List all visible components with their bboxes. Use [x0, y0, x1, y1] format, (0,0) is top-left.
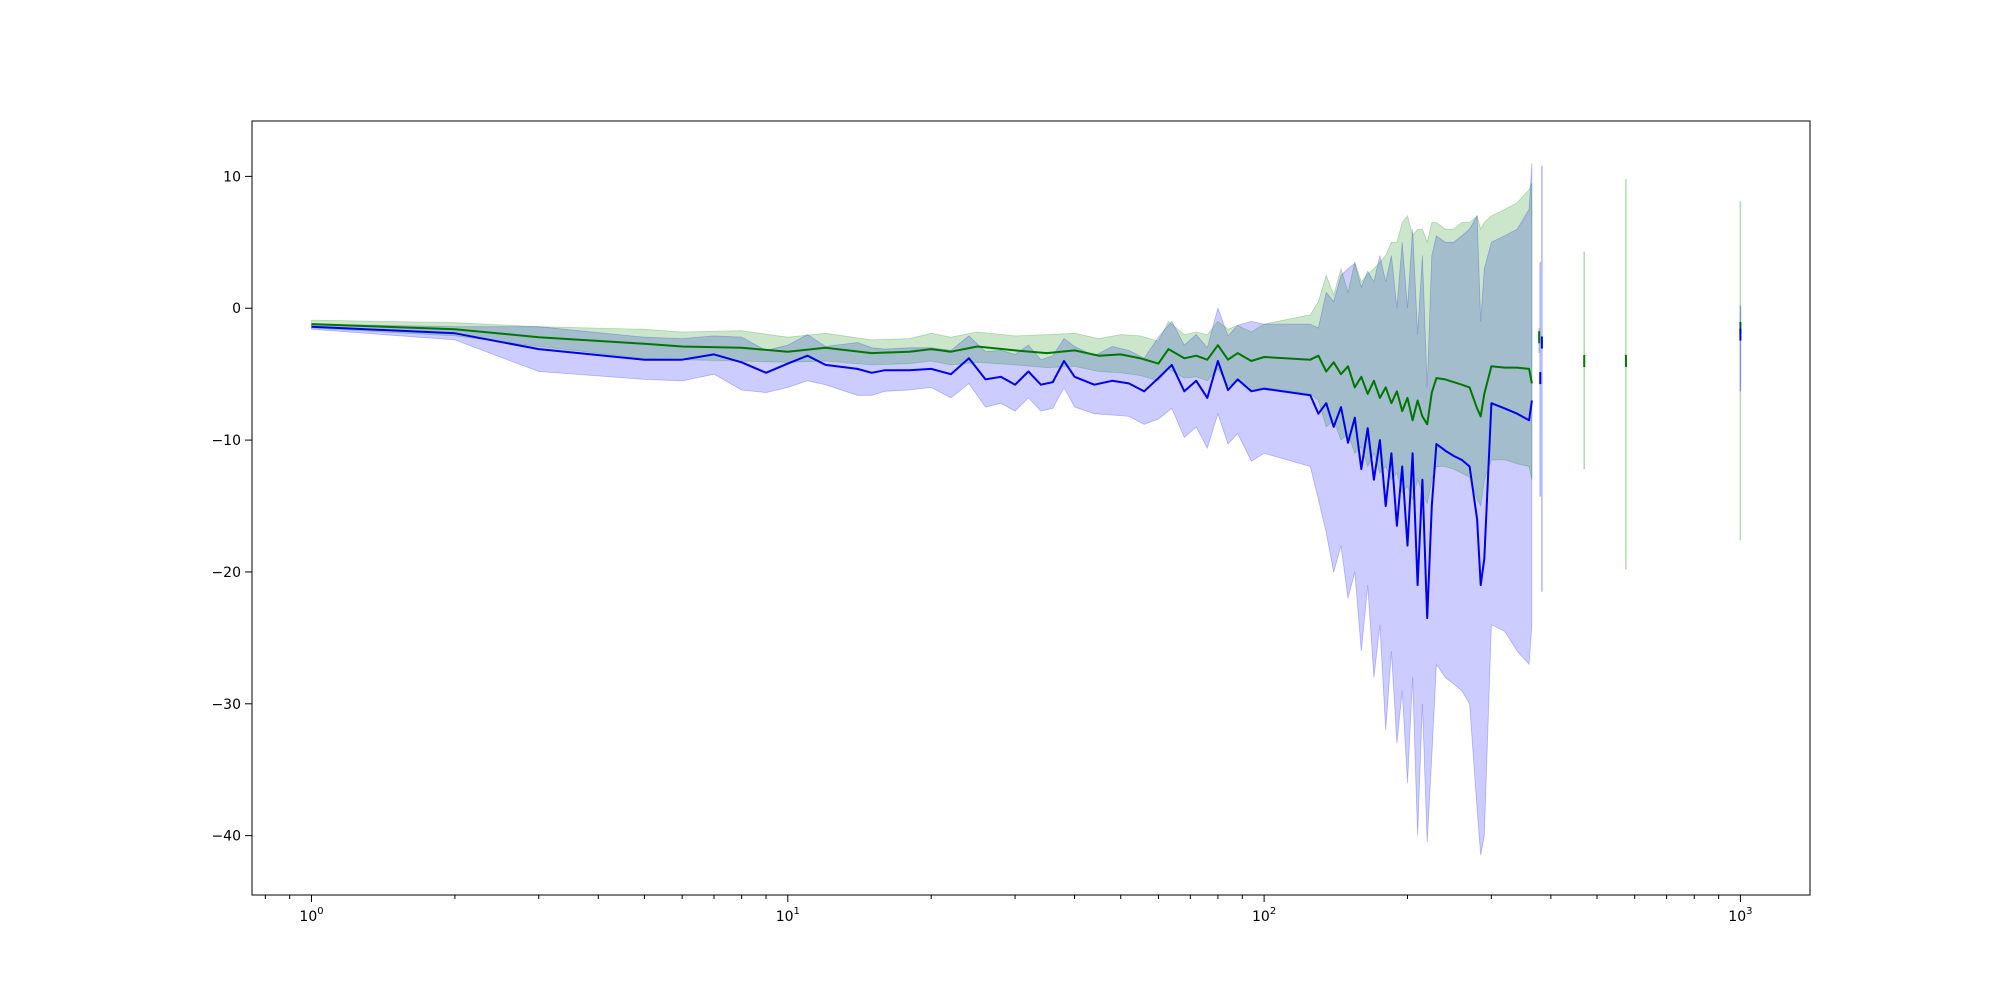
x-tick-label: 100 [299, 906, 323, 925]
x-tick-label-exponent: 2 [1270, 906, 1276, 917]
isolated-points [1538, 165, 1742, 592]
series-1-line [311, 323, 1533, 426]
y-tick-label: 10 [223, 169, 241, 185]
y-axis-ticks: 10 0 −10 −20 −30 −40 [211, 169, 252, 845]
y-tick-label: −30 [211, 697, 241, 713]
mean-lines [311, 323, 1533, 620]
x-tick-label-base: 10 [1252, 909, 1270, 925]
y-tick-label: −20 [211, 565, 241, 581]
axes-frame [251, 120, 1811, 896]
series-0-band [311, 163, 1533, 856]
x-axis-ticks: 100 101 102 103 [264, 895, 1753, 925]
y-tick-label: 0 [232, 301, 241, 317]
x-tick-label: 102 [1252, 906, 1276, 925]
x-tick-label-base: 10 [1728, 909, 1746, 925]
x-tick-label-exponent: 0 [317, 906, 323, 917]
y-tick-label: −10 [211, 433, 241, 449]
x-tick-label-base: 10 [299, 909, 317, 925]
x-tick-label-exponent: 1 [794, 906, 800, 917]
x-tick-label-exponent: 3 [1746, 906, 1752, 917]
series-0-line [311, 325, 1533, 620]
x-tick-label: 101 [776, 906, 800, 925]
x-tick-label-base: 10 [776, 909, 794, 925]
y-tick-label: −40 [211, 829, 241, 845]
x-tick-label: 103 [1728, 906, 1752, 925]
